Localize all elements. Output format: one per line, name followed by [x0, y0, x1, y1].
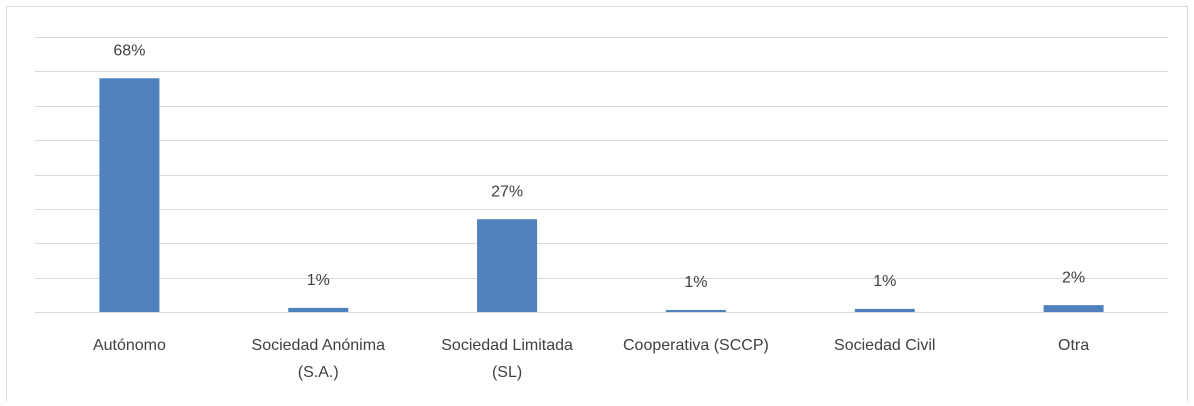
bar [477, 219, 538, 312]
data-label: 2% [1062, 269, 1085, 286]
x-tick-label: Sociedad Limitada [441, 337, 573, 354]
bar [288, 307, 349, 312]
bar [854, 308, 915, 312]
data-label: 1% [873, 273, 896, 290]
x-tick-label: Sociedad Anónima [252, 337, 386, 354]
bar [665, 309, 726, 312]
data-label: 27% [491, 183, 523, 200]
data-label: 1% [684, 274, 707, 291]
x-tick-label: Autónomo [93, 337, 166, 354]
bar [1043, 305, 1104, 312]
chart-frame [6, 6, 1188, 406]
x-tick-label: (S.A.) [298, 364, 339, 381]
x-tick-label: (SL) [492, 364, 522, 381]
x-tick-label: Otra [1058, 337, 1089, 354]
data-label: 68% [113, 42, 145, 59]
x-tick-label: Cooperativa (SCCP) [623, 337, 769, 354]
data-label: 1% [307, 272, 330, 289]
x-tick-label: Sociedad Civil [834, 337, 935, 354]
bar [99, 78, 160, 312]
